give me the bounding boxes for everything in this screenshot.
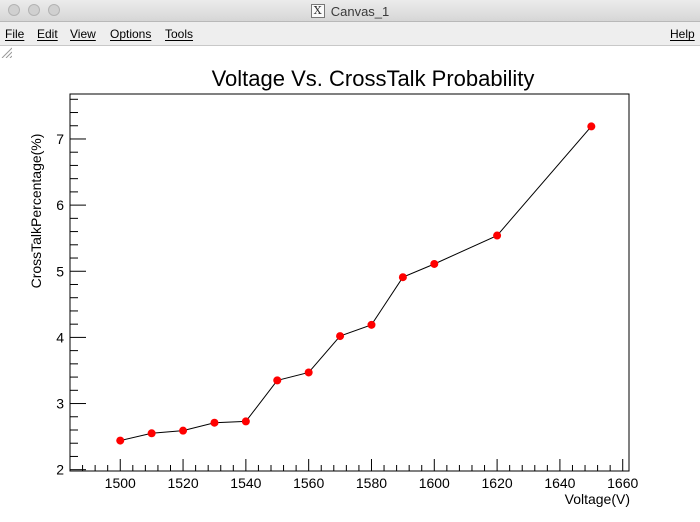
x-tick-label: 1620 (482, 475, 513, 491)
menu-help[interactable]: Help (670, 27, 695, 41)
y-tick-label: 5 (56, 263, 64, 279)
data-point (147, 429, 156, 438)
x-tick-label: 1540 (230, 475, 261, 491)
y-tick-label: 4 (56, 329, 64, 345)
x-tick-label: 1560 (293, 475, 324, 491)
data-point (179, 426, 188, 435)
y-tick-label: 3 (56, 396, 64, 412)
y-tick-label: 7 (56, 131, 64, 147)
x-tick-label: 1580 (356, 475, 387, 491)
x11-icon: X (310, 4, 325, 18)
menu-view[interactable]: View (70, 27, 96, 41)
x-tick-label: 1640 (544, 475, 575, 491)
data-point (398, 273, 407, 282)
y-tick-label: 2 (56, 462, 64, 478)
x-tick-label: 1500 (105, 475, 136, 491)
data-point (273, 376, 282, 385)
plot-canvas[interactable]: Voltage Vs. CrossTalk Probability 1500 15… (0, 46, 700, 522)
x-tick-label: 1600 (419, 475, 450, 491)
menu-tools[interactable]: Tools (165, 27, 194, 41)
minimize-window-button[interactable] (28, 4, 40, 16)
x-tick-label: 1520 (167, 475, 198, 491)
y-axis-label: CrossTalkPercentage(%) (28, 134, 44, 289)
series-line (120, 126, 592, 442)
data-point (336, 332, 345, 341)
data-point (116, 436, 125, 445)
data-point (304, 368, 313, 377)
close-window-button[interactable] (8, 4, 20, 16)
plot-frame (69, 93, 630, 472)
chart-title: Voltage Vs. CrossTalk Probability (212, 66, 535, 91)
data-point (241, 417, 250, 426)
y-tick-label: 6 (56, 197, 64, 213)
line-chart: Voltage Vs. CrossTalk Probability 1500 15… (28, 66, 638, 507)
data-point (430, 259, 439, 268)
data-point (367, 320, 376, 329)
title-bar[interactable]: X Canvas_1 (0, 0, 700, 22)
menu-edit[interactable]: Edit (37, 27, 58, 41)
menu-options[interactable]: Options (110, 27, 152, 41)
resize-grip-icon[interactable] (0, 46, 12, 58)
data-point (493, 231, 502, 240)
data-point (587, 122, 596, 131)
menu-bar: File Edit View Options Tools Help (0, 22, 700, 46)
x-axis-label: Voltage(V) (565, 491, 630, 507)
zoom-window-button[interactable] (48, 4, 60, 16)
data-point (210, 418, 219, 427)
window-title: Canvas_1 (330, 3, 390, 19)
menu-file[interactable]: File (5, 27, 25, 41)
x-tick-label: 1660 (607, 475, 638, 491)
